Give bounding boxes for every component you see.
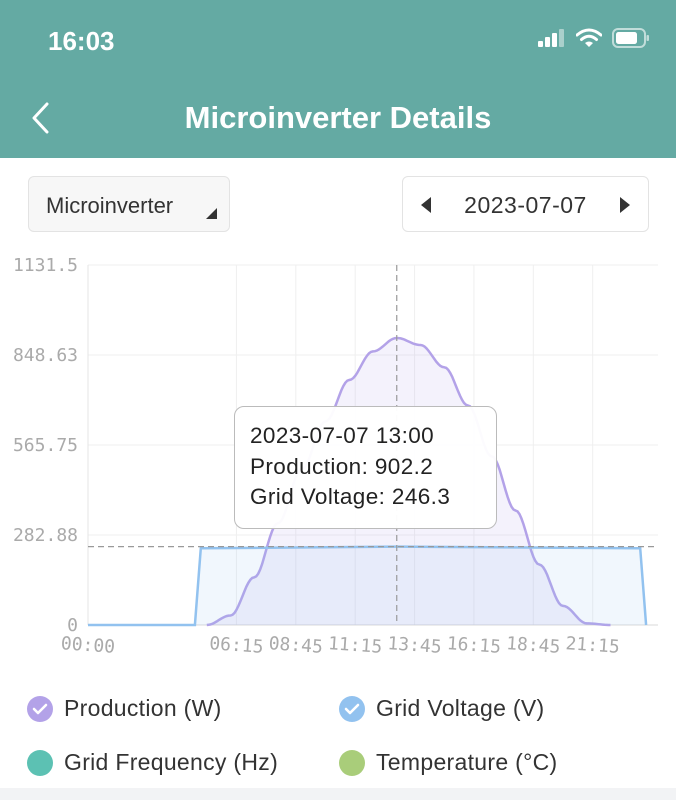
device-select[interactable]: Microinverter (28, 176, 230, 232)
grid-voltage-line (88, 545, 648, 627)
legend-grid-frequency[interactable]: Grid Frequency (Hz) (27, 749, 278, 776)
chevron-left-icon (32, 102, 49, 134)
date-next-button[interactable] (614, 193, 636, 217)
y-tick-label: 848.63 (13, 345, 78, 366)
legend-label: Production (W) (64, 695, 222, 721)
x-tick-label: 18:45 (506, 633, 562, 658)
status-icons (538, 28, 650, 53)
x-tick-label: 00:00 (60, 633, 116, 658)
battery-icon (612, 28, 650, 53)
x-tick-label: 08:45 (268, 633, 324, 658)
check-icon (339, 695, 365, 722)
back-button[interactable] (22, 98, 58, 138)
device-select-label: Microinverter (46, 193, 174, 218)
y-tick-label: 565.75 (13, 435, 78, 456)
tooltip-voltage: Grid Voltage: 246.3 (250, 484, 451, 509)
y-tick-label: 1131.5 (13, 255, 78, 276)
page-title: Microinverter Details (184, 100, 492, 135)
legend-production[interactable]: Production (W) (27, 695, 222, 722)
x-tick-label: 21:15 (565, 633, 621, 658)
x-tick-label: 11:15 (327, 633, 383, 658)
bottom-strip (0, 788, 676, 800)
legend-dot-icon (339, 749, 365, 776)
dropdown-caret-icon (206, 208, 217, 219)
legend-dot-icon (27, 749, 53, 776)
signal-icon (538, 29, 566, 52)
tooltip-time: 2023-07-07 13:00 (250, 423, 435, 448)
x-tick-label: 16:15 (446, 633, 502, 658)
legend-temperature[interactable]: Temperature (°C) (339, 749, 557, 776)
x-tick-label: 13:45 (387, 633, 443, 658)
check-icon (27, 695, 53, 722)
status-time: 16:03 (48, 26, 115, 56)
y-tick-label: 0 (67, 615, 78, 636)
triangle-right-icon (620, 197, 630, 213)
grid-voltage-area (88, 546, 647, 625)
date-prev-button[interactable] (415, 193, 437, 217)
date-value[interactable]: 2023-07-07 (464, 192, 587, 218)
legend-label: Grid Frequency (Hz) (64, 749, 279, 775)
x-tick-label: 06:15 (209, 633, 265, 658)
legend-label: Temperature (°C) (376, 749, 558, 775)
chart-tooltip: 2023-07-07 13:00 Production: 902.2 Grid … (234, 406, 497, 529)
tooltip-production: Production: 902.2 (250, 453, 434, 479)
legend-label: Grid Voltage (V) (376, 695, 545, 721)
legend-grid-voltage[interactable]: Grid Voltage (V) (339, 695, 544, 722)
y-tick-label: 282.88 (13, 525, 78, 546)
triangle-left-icon (421, 197, 431, 213)
date-picker: 2023-07-07 (402, 176, 649, 232)
app-header: 16:03 M (0, 0, 676, 158)
wifi-icon (575, 28, 603, 53)
